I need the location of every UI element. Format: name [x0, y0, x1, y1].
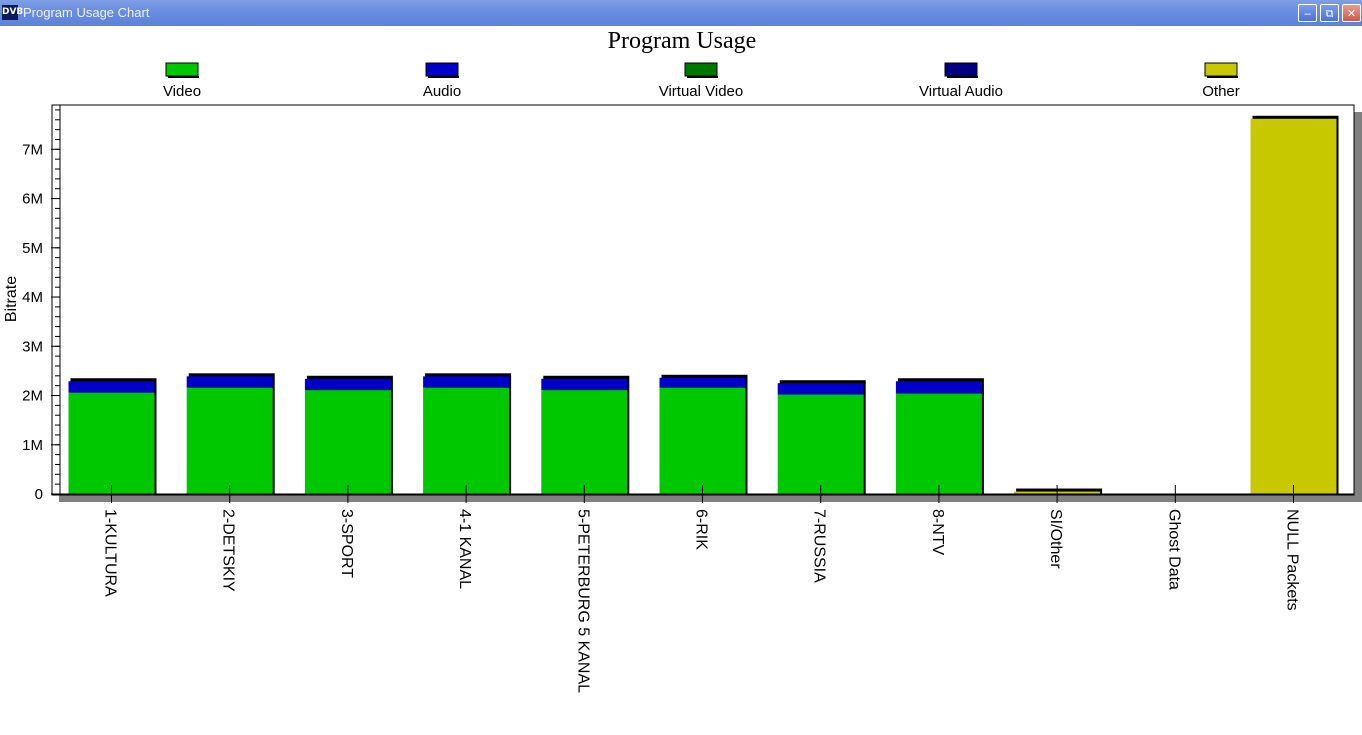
- restore-icon: ⧉: [1325, 8, 1334, 20]
- bar-6-video: [777, 394, 864, 494]
- legend-swatch-4: [1204, 62, 1238, 77]
- x-axis: 1-KULTURA 2-DETSKIY 3-SPORT 4-1 KANAL 5-PETE…: [60, 485, 1354, 693]
- y-tick-label: 2M: [22, 388, 43, 405]
- x-tick-label: 3-SPORT: [338, 509, 355, 578]
- legend-label-4: Other: [1202, 83, 1240, 100]
- bar-4-video: [541, 390, 628, 494]
- bar-3-video: [423, 387, 510, 494]
- bar-5-video: [659, 387, 746, 494]
- y-tick-label: 6M: [22, 191, 43, 208]
- y-axis-label: Bitrate: [3, 276, 20, 322]
- legend-label-1: Audio: [423, 83, 461, 100]
- bar-5-audio: [659, 377, 746, 388]
- chart-legend: Video Audio Virtual Video Virtual Audio Othe…: [163, 62, 1240, 100]
- restore-button[interactable]: ⧉: [1320, 4, 1339, 22]
- y-tick-label: 3M: [22, 338, 43, 355]
- y-tick-label: 4M: [22, 289, 43, 306]
- x-tick-label: 8-NTV: [929, 509, 946, 556]
- program-usage-chart: Program Usage Video Audio Virtual Video Vir…: [3, 28, 1362, 693]
- x-tick-label: SI/Other: [1047, 509, 1064, 569]
- y-tick-label: 1M: [22, 437, 43, 454]
- y-tick-label: 7M: [22, 141, 43, 158]
- bar-4-audio: [541, 378, 628, 391]
- legend-swatch-1: [425, 62, 459, 77]
- y-tick-label: 0: [35, 486, 43, 503]
- bar-3-audio: [423, 376, 510, 388]
- bars: [68, 115, 1339, 494]
- legend-label-0: Video: [163, 83, 201, 100]
- x-tick-label: Ghost Data: [1165, 509, 1182, 590]
- legend-swatch-0: [165, 62, 199, 77]
- bar-shadow: [1016, 488, 1103, 494]
- minimize-icon: –: [1304, 8, 1311, 20]
- close-button[interactable]: ✕: [1342, 4, 1361, 22]
- x-tick-label: 4-1 KANAL: [456, 509, 473, 589]
- bar-6-audio: [777, 383, 864, 395]
- y-axis: 0 1M 2M 3M 4M 5M 6M 7M: [22, 105, 61, 503]
- title-bar: DVB Program Usage Chart – ⧉ ✕: [0, 0, 1362, 26]
- x-tick-label: 1-KULTURA: [102, 509, 119, 597]
- bar-7-video: [895, 393, 982, 494]
- legend-swatch-2: [684, 62, 718, 77]
- x-tick-label: 6-RIK: [693, 509, 710, 550]
- x-tick-label: 2-DETSKIY: [220, 509, 237, 592]
- minimize-button[interactable]: –: [1298, 4, 1317, 22]
- y-tick-label: 5M: [22, 240, 43, 257]
- bar-0-video: [68, 392, 155, 494]
- bar-2-video: [304, 390, 391, 494]
- bar-10-other: [1250, 118, 1337, 494]
- legend-label-3: Virtual Audio: [919, 83, 1003, 100]
- bar-1-audio: [186, 376, 273, 388]
- bar-2-audio: [304, 378, 391, 391]
- legend-swatch-3: [944, 62, 978, 77]
- bar-1-video: [186, 387, 273, 494]
- bar-7-audio: [895, 381, 982, 394]
- x-tick-label: 7-RUSSIA: [811, 509, 828, 583]
- legend-label-2: Virtual Video: [659, 83, 744, 100]
- chart-title: Program Usage: [608, 28, 757, 54]
- bar-0-audio: [68, 381, 155, 393]
- x-tick-label: NULL Packets: [1284, 509, 1301, 611]
- close-icon: ✕: [1346, 8, 1357, 20]
- window-title: Program Usage Chart: [23, 5, 150, 20]
- x-tick-label: 5-PETERBURG 5 KANAL: [574, 509, 591, 693]
- app-icon: DVB: [2, 5, 23, 20]
